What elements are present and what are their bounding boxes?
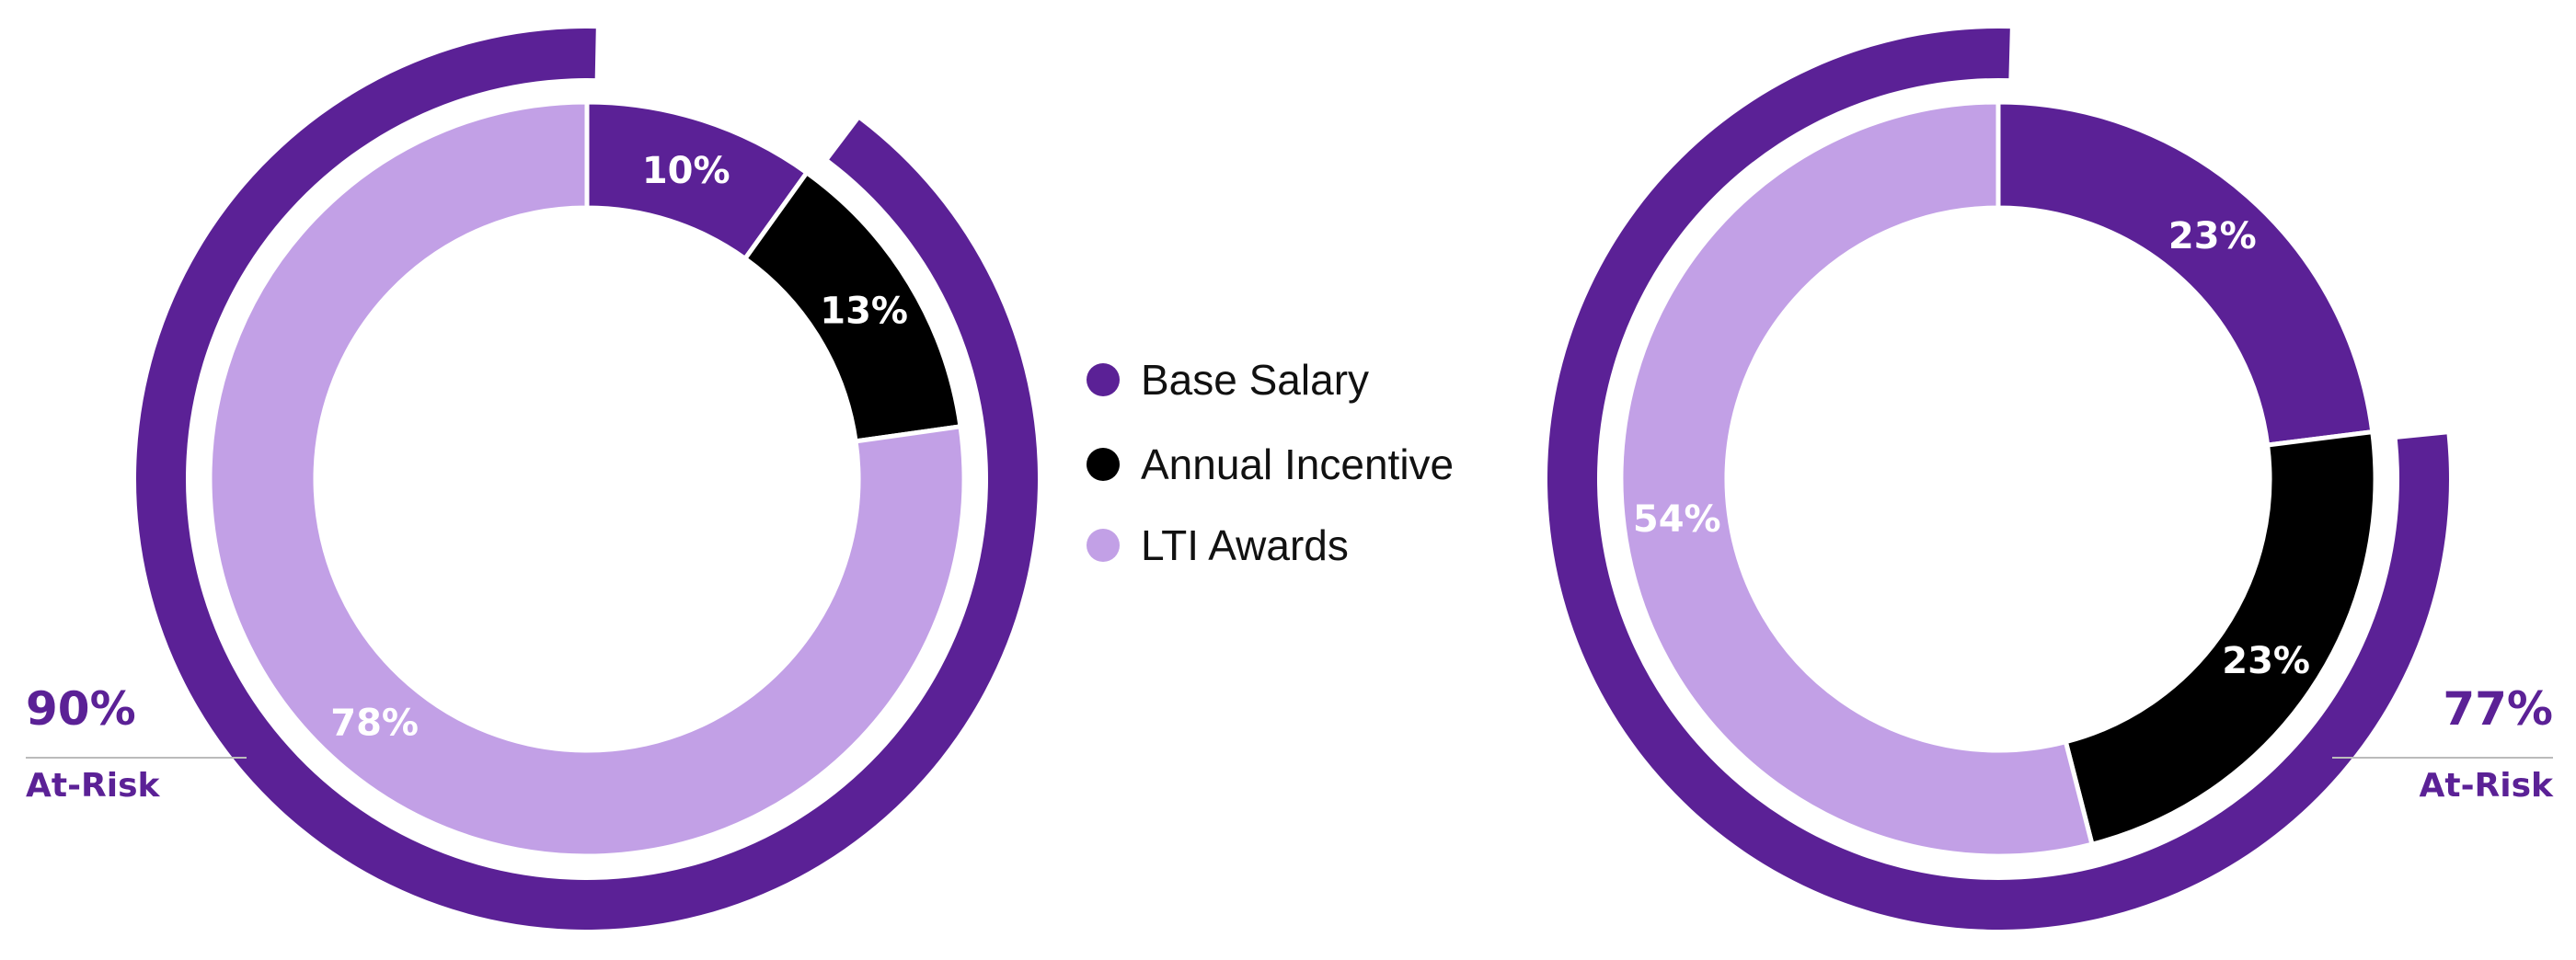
at-risk-percent: 77%: [2443, 682, 2553, 736]
at-risk-label: At-Risk: [2420, 767, 2555, 805]
at-risk-percent: 90%: [26, 682, 136, 736]
slice-lti-awards: [207, 99, 967, 859]
slice-label-base-salary: 10%: [642, 150, 730, 192]
slice-label-lti-awards: 78%: [330, 703, 419, 745]
legend-swatch-base-salary: [1087, 363, 1120, 396]
slice-lti-awards: [1618, 99, 2096, 859]
legend: Base Salary Annual Incentive LTI Awards: [1087, 356, 1454, 569]
slice-label-lti-awards: 54%: [1633, 498, 1721, 541]
ceo-pay-mix-chart: 10% 13% 78% 90% At-Risk: [26, 29, 1038, 931]
slice-label-base-salary: 23%: [2168, 215, 2257, 257]
slice-label-annual-incentive: 13%: [820, 291, 908, 333]
slice-base-salary: [1995, 99, 2375, 448]
slice-annual-incentive: [2063, 429, 2378, 848]
legend-swatch-annual-incentive: [1087, 448, 1120, 481]
legend-swatch-lti-awards: [1087, 529, 1120, 562]
legend-item-annual-incentive: Annual Incentive: [1087, 440, 1454, 488]
legend-item-lti-awards: LTI Awards: [1087, 521, 1349, 569]
neo-pay-mix-chart: 23% 23% 54% 77% At-Risk: [1547, 29, 2555, 931]
legend-label-lti-awards: LTI Awards: [1141, 521, 1349, 569]
legend-item-base-salary: Base Salary: [1087, 356, 1369, 404]
at-risk-label: At-Risk: [26, 767, 161, 805]
legend-label-annual-incentive: Annual Incentive: [1141, 440, 1454, 488]
legend-label-base-salary: Base Salary: [1141, 356, 1369, 404]
slice-label-annual-incentive: 23%: [2222, 640, 2310, 682]
